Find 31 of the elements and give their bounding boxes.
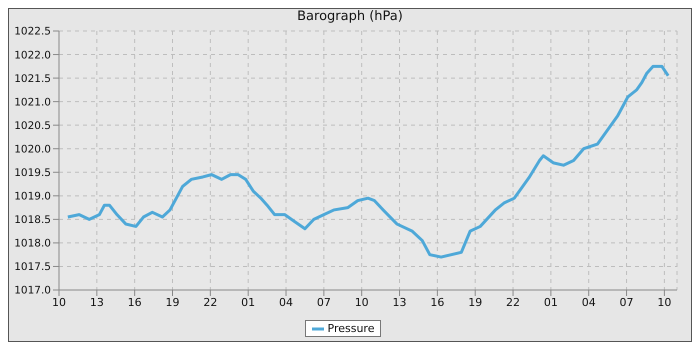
y-tick-label: 1018.0 <box>14 238 51 250</box>
chart-title: Barograph (hPa) <box>296 9 404 24</box>
x-tick-label: 22 <box>506 296 520 309</box>
x-tick-label: 04 <box>582 296 596 309</box>
y-tick-label: 1022.5 <box>14 26 51 38</box>
x-tick-label: 04 <box>279 296 294 309</box>
x-tick-label: 19 <box>166 296 180 309</box>
legend-label: Pressure <box>326 322 374 335</box>
y-tick-label: 1017.0 <box>14 284 51 297</box>
x-tick-label: 07 <box>316 296 331 309</box>
x-tick-label: 10 <box>657 296 672 309</box>
y-tick-label: 1021.5 <box>14 72 51 85</box>
y-tick-label: 1020.0 <box>14 143 51 156</box>
y-tick-label: 1019.5 <box>14 167 51 179</box>
y-tick-label: 1017.5 <box>14 261 51 274</box>
x-tick-label: 22 <box>203 296 218 309</box>
x-tick-label: 10 <box>354 296 369 309</box>
y-tick-label: 1021.0 <box>14 96 51 108</box>
x-tick-label: 01 <box>241 296 256 309</box>
x-tick-label: 01 <box>544 296 558 309</box>
x-tick-label: 13 <box>392 296 407 309</box>
y-tick-label: 1019.0 <box>14 190 51 203</box>
x-tick-label: 13 <box>90 296 104 309</box>
x-tick-label: 16 <box>430 296 444 309</box>
x-tick-label: 07 <box>620 296 634 309</box>
x-tick-label: 19 <box>468 296 482 309</box>
y-tick-label: 1020.5 <box>14 120 51 132</box>
x-tick-label: 10 <box>52 296 66 309</box>
y-tick-label: 1022.0 <box>14 49 51 62</box>
x-tick-label: 16 <box>128 296 142 309</box>
y-tick-label: 1018.5 <box>14 214 51 226</box>
